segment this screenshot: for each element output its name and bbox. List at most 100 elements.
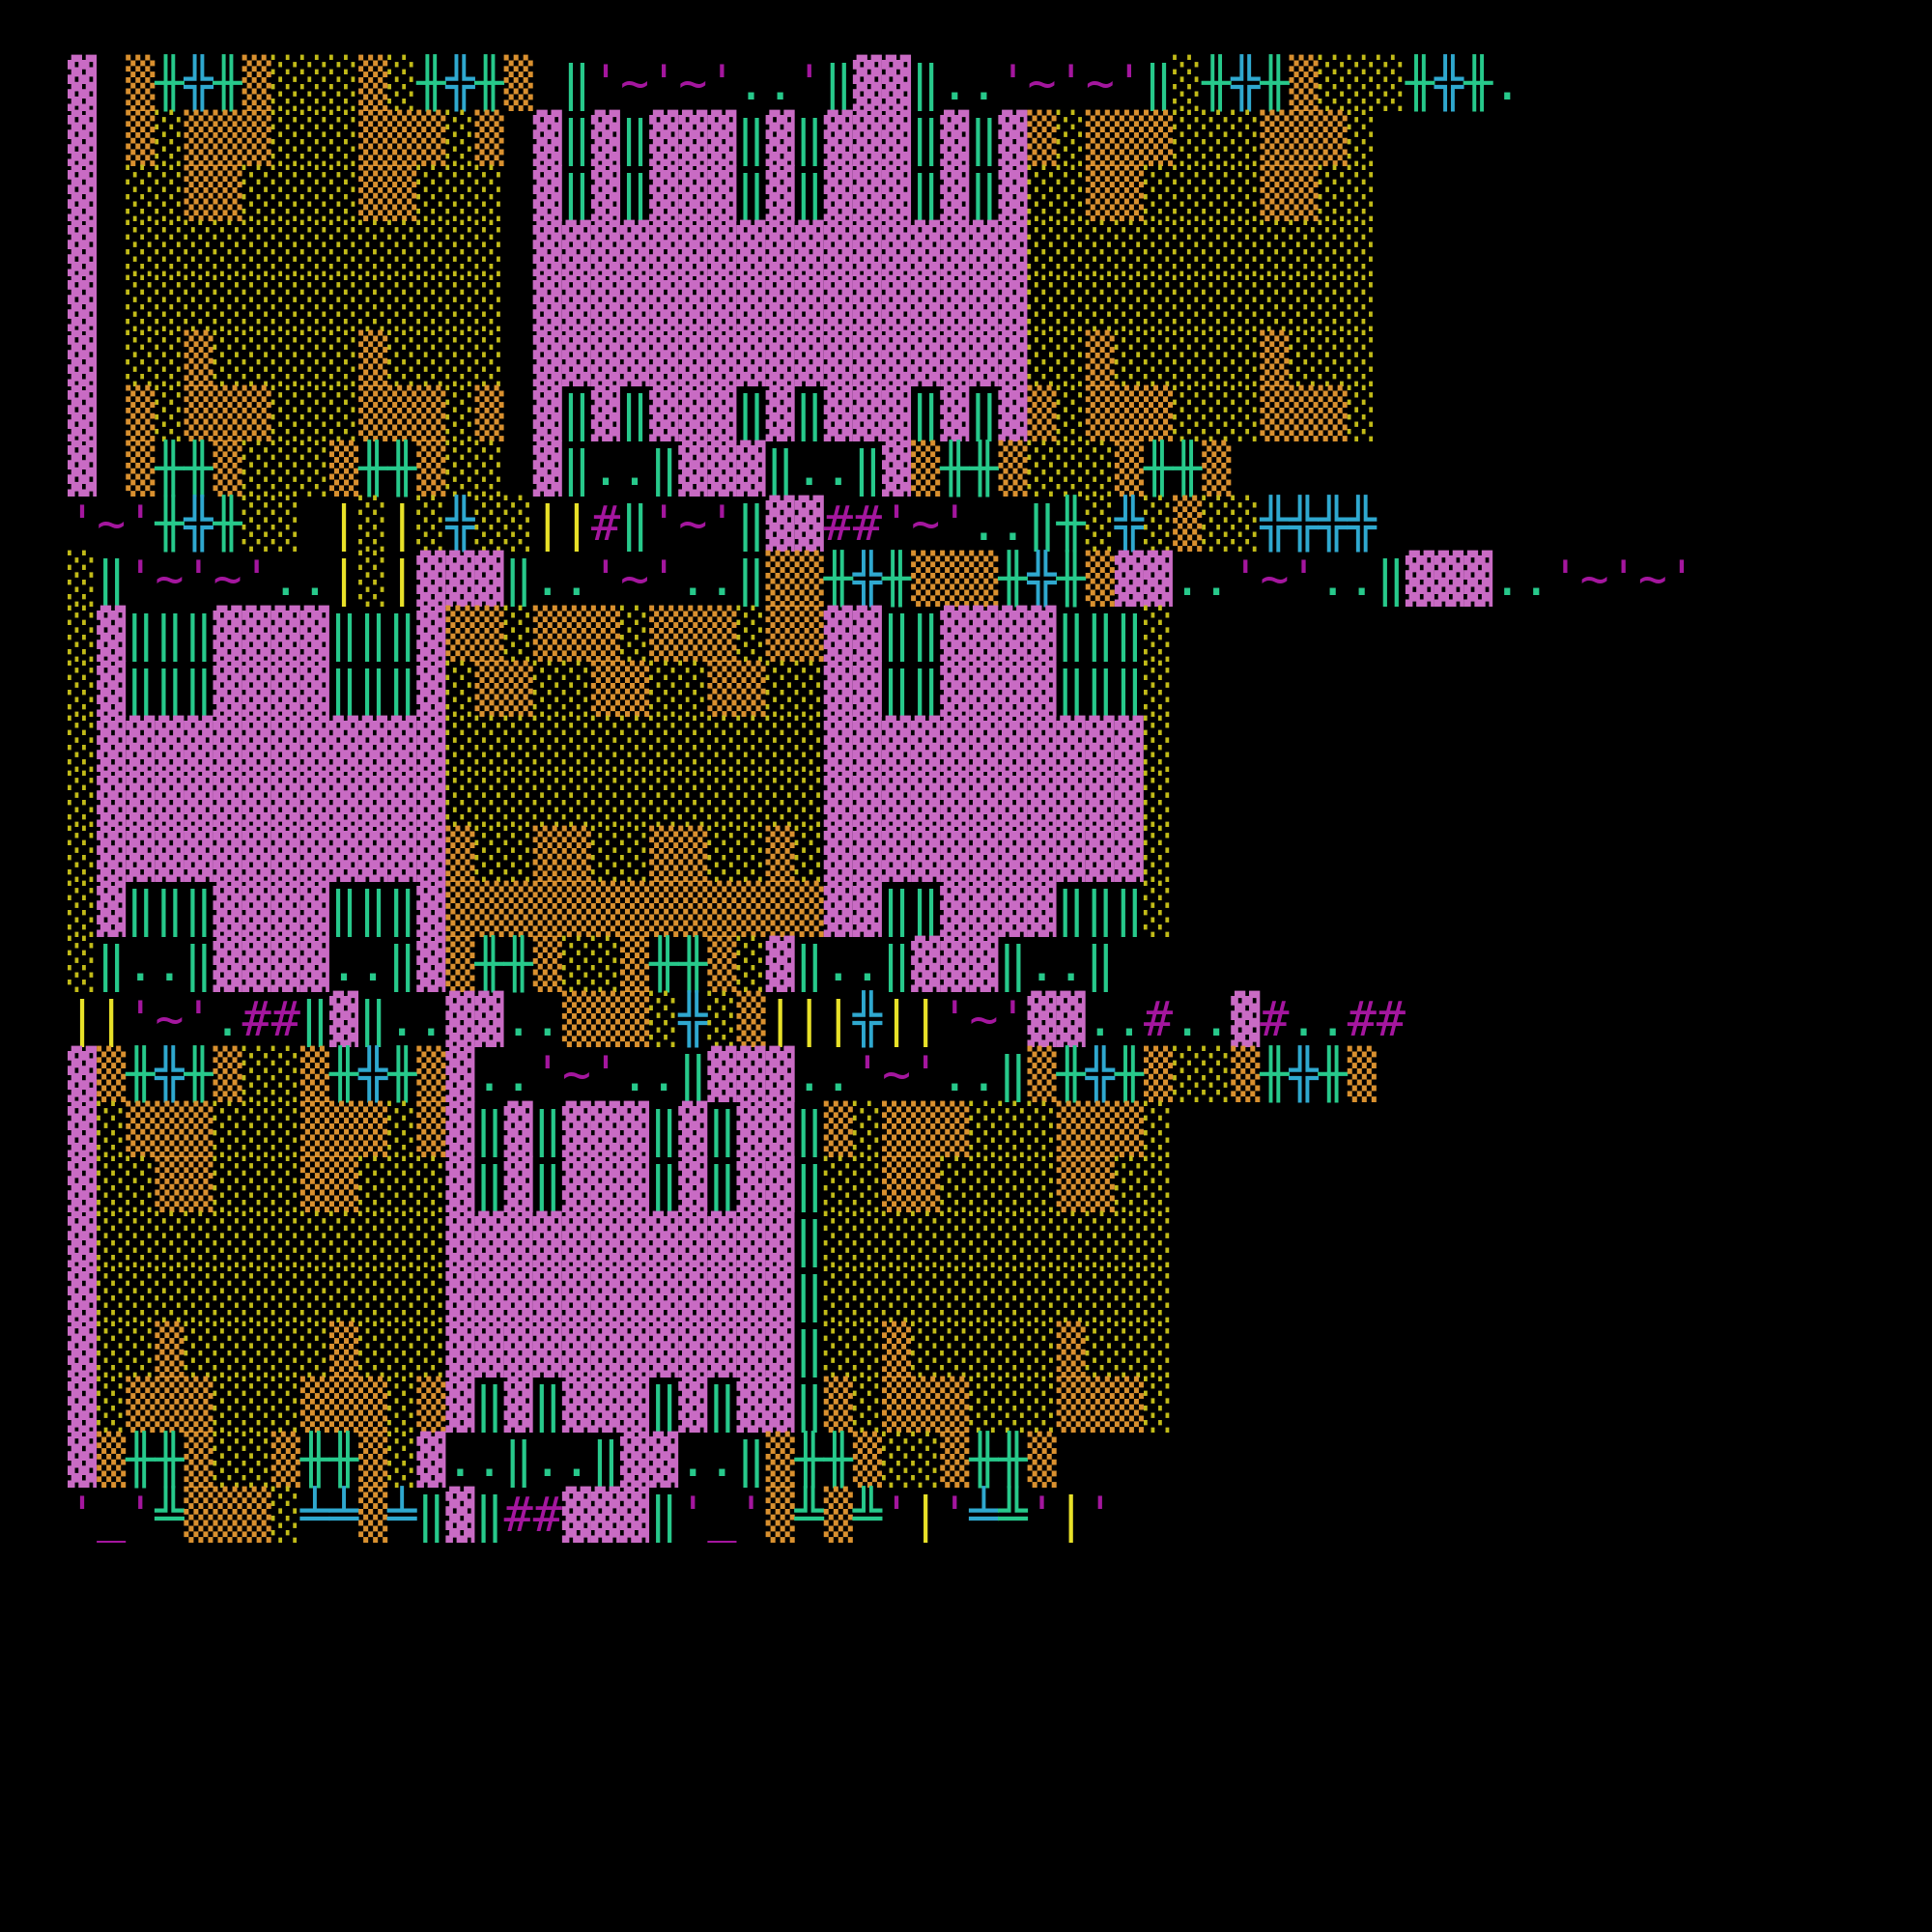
art-glyph-run: ‖: [620, 496, 650, 552]
art-glyph-run: ‖‖‖: [1056, 881, 1144, 937]
art-glyph-run: ..: [736, 55, 795, 111]
art-glyph-run: [97, 55, 126, 111]
art-glyph-run: ╫╫: [474, 936, 533, 992]
art-glyph-run: ╫: [1260, 55, 1290, 111]
art-glyph-run: ..: [1173, 551, 1232, 607]
art-glyph-run: ..‖: [1318, 551, 1406, 607]
art-glyph-run: ▒▒▒: [358, 385, 446, 441]
art-glyph-run: ░░: [532, 661, 591, 717]
art-glyph-run: ▓▓: [620, 1432, 679, 1488]
art-glyph-run: ‖: [561, 165, 591, 221]
art-glyph-run: ▒: [126, 440, 156, 497]
art-glyph-run: ▓▓▓▓▓▓▓▓▓▓▓▓: [445, 1211, 795, 1267]
art-glyph-run: ░░: [765, 661, 824, 717]
art-row: ▓░▒▒▒░░░▒▒▒░▒▓‖▓‖▓▓▓‖▓‖▓▓‖▒░▒▒▒░░░▒▒▒░: [68, 1102, 1696, 1157]
art-glyph-run: ░: [1143, 1377, 1174, 1433]
art-glyph-run: ‖‖‖: [328, 661, 417, 717]
art-glyph-run: ..‖╫: [969, 496, 1086, 552]
art-glyph-run: ▓: [503, 1101, 533, 1157]
art-glyph-run: ▒▒▒: [184, 110, 271, 166]
art-glyph-run: ▓▓▓▓▓▓▓▓▓▓▓▓: [445, 1266, 795, 1322]
art-glyph-run: ░: [97, 1377, 127, 1433]
art-glyph-run: ╫: [1202, 55, 1232, 111]
art-glyph-run: ▒▒: [445, 606, 504, 662]
art-glyph-run: ▓: [328, 991, 359, 1047]
art-glyph-run: ▒: [1085, 330, 1115, 386]
art-glyph-run: ░░░: [1027, 440, 1115, 497]
art-glyph-run: ░: [68, 881, 98, 937]
art-glyph-run: ||: [882, 991, 941, 1047]
art-glyph-run: ╫: [213, 55, 242, 111]
art-glyph-run: ‖: [649, 1487, 679, 1543]
art-glyph-run: [504, 385, 533, 441]
art-glyph-run: ░░░░░░░░░░░░: [1027, 275, 1377, 331]
art-glyph-run: ‖‖‖: [328, 606, 417, 662]
art-glyph-run: '_': [68, 1487, 156, 1543]
art-glyph-run: ': [794, 55, 824, 111]
art-glyph-run: '~': [940, 991, 1028, 1047]
art-glyph-run: ▒: [126, 110, 156, 166]
art-glyph-run: ╫: [155, 496, 185, 552]
art-glyph-run: ▓: [68, 1046, 98, 1102]
art-glyph-run: #: [1143, 991, 1174, 1047]
art-glyph-run: ░: [1347, 385, 1377, 441]
art-glyph-run: ▓: [678, 1156, 708, 1212]
art-glyph-run: ▒: [823, 1487, 853, 1543]
art-glyph-run: '~': [852, 1046, 941, 1102]
art-glyph-run: ╬: [1114, 496, 1144, 552]
art-glyph-run: [504, 110, 533, 166]
art-glyph-run: ░░░: [1085, 1321, 1173, 1378]
art-glyph-run: ╬: [445, 55, 475, 111]
art-glyph-run: ░: [1173, 55, 1203, 111]
art-glyph-run: ▒: [474, 385, 504, 441]
ascii-art-canvas: ▓ ▒╫╬╫▒░░░▒░╫╬╫▒ ‖'~'~'..'‖▓▓‖..'~'~'‖░╫…: [68, 56, 1696, 1543]
art-glyph-run: ╬: [678, 991, 708, 1047]
art-glyph-run: ‖: [736, 110, 766, 166]
art-glyph-run: ▒: [852, 1432, 883, 1488]
art-glyph-run: ░░░: [1289, 330, 1377, 386]
art-glyph-run: ▒: [358, 55, 388, 111]
art-glyph-run: ▓: [445, 1377, 475, 1433]
art-glyph-run: ▒▒: [882, 1156, 941, 1212]
art-glyph-run: ░: [1143, 496, 1174, 552]
art-glyph-run: ░░░: [213, 1156, 300, 1212]
art-glyph-run: ▒: [765, 826, 795, 882]
art-glyph-run: ..‖: [678, 1432, 766, 1488]
art-glyph-run: ▒▒: [649, 826, 708, 882]
art-glyph-run: ░░░░░: [213, 330, 359, 386]
art-glyph-run: ': [882, 1487, 912, 1543]
art-glyph-run: ‖‖‖: [1056, 606, 1144, 662]
art-glyph-run: ..‖: [620, 1046, 708, 1102]
art-row: ▓░░░░░░░░░░░░▓▓▓▓▓▓▓▓▓▓▓▓‖░░░░░░░░░░░░: [68, 1212, 1696, 1267]
art-glyph-run: |: [911, 1487, 941, 1543]
art-glyph-run: ░░: [1202, 496, 1261, 552]
art-glyph-run: ▒: [97, 1046, 127, 1102]
art-glyph-run: ▒▒▒: [299, 1101, 388, 1157]
art-glyph-run: ▓: [590, 110, 621, 166]
art-glyph-run: ▒▒: [1260, 165, 1319, 221]
art-glyph-run: ░░: [97, 1321, 156, 1378]
art-glyph-run: ▒: [358, 330, 388, 386]
art-glyph-run: ▒: [998, 440, 1028, 497]
art-glyph-run: ╬╬╬╬: [1260, 496, 1377, 552]
art-glyph-run: ░: [736, 606, 766, 662]
art-glyph-run: ▒▒▒: [1260, 110, 1348, 166]
art-glyph-run: ▓: [68, 165, 98, 221]
art-glyph-run: ‖: [794, 1156, 824, 1212]
art-glyph-run: ▒: [242, 55, 271, 111]
art-glyph-run: ░: [68, 606, 98, 662]
art-glyph-run: ╫: [184, 1046, 213, 1102]
art-glyph-run: ||: [68, 991, 127, 1047]
art-glyph-run: ▒: [765, 1487, 795, 1543]
art-glyph-run: [300, 496, 329, 552]
art-glyph-run: ▒: [474, 110, 504, 166]
art-row: ▓ ░░▒▒░░░░▒▒░░░ ▓‖▓‖▓▓▓‖▓‖▓▓▓‖▓‖▓░░▒▒░░░…: [68, 166, 1696, 221]
art-glyph-run: ▒: [881, 1321, 912, 1378]
art-glyph-run: ▒: [358, 1487, 388, 1543]
art-glyph-run: ▓▓▓▓▓▓▓▓▓▓▓▓▓▓▓▓▓: [532, 275, 1028, 331]
art-glyph-run: ▓▓▓▓▓▓▓▓▓▓▓▓: [97, 716, 446, 772]
art-glyph-run: ‖‖: [881, 881, 941, 937]
art-glyph-run: ▓: [998, 385, 1028, 441]
art-glyph-run: [97, 275, 126, 331]
art-glyph-run: ‖: [649, 1377, 679, 1433]
